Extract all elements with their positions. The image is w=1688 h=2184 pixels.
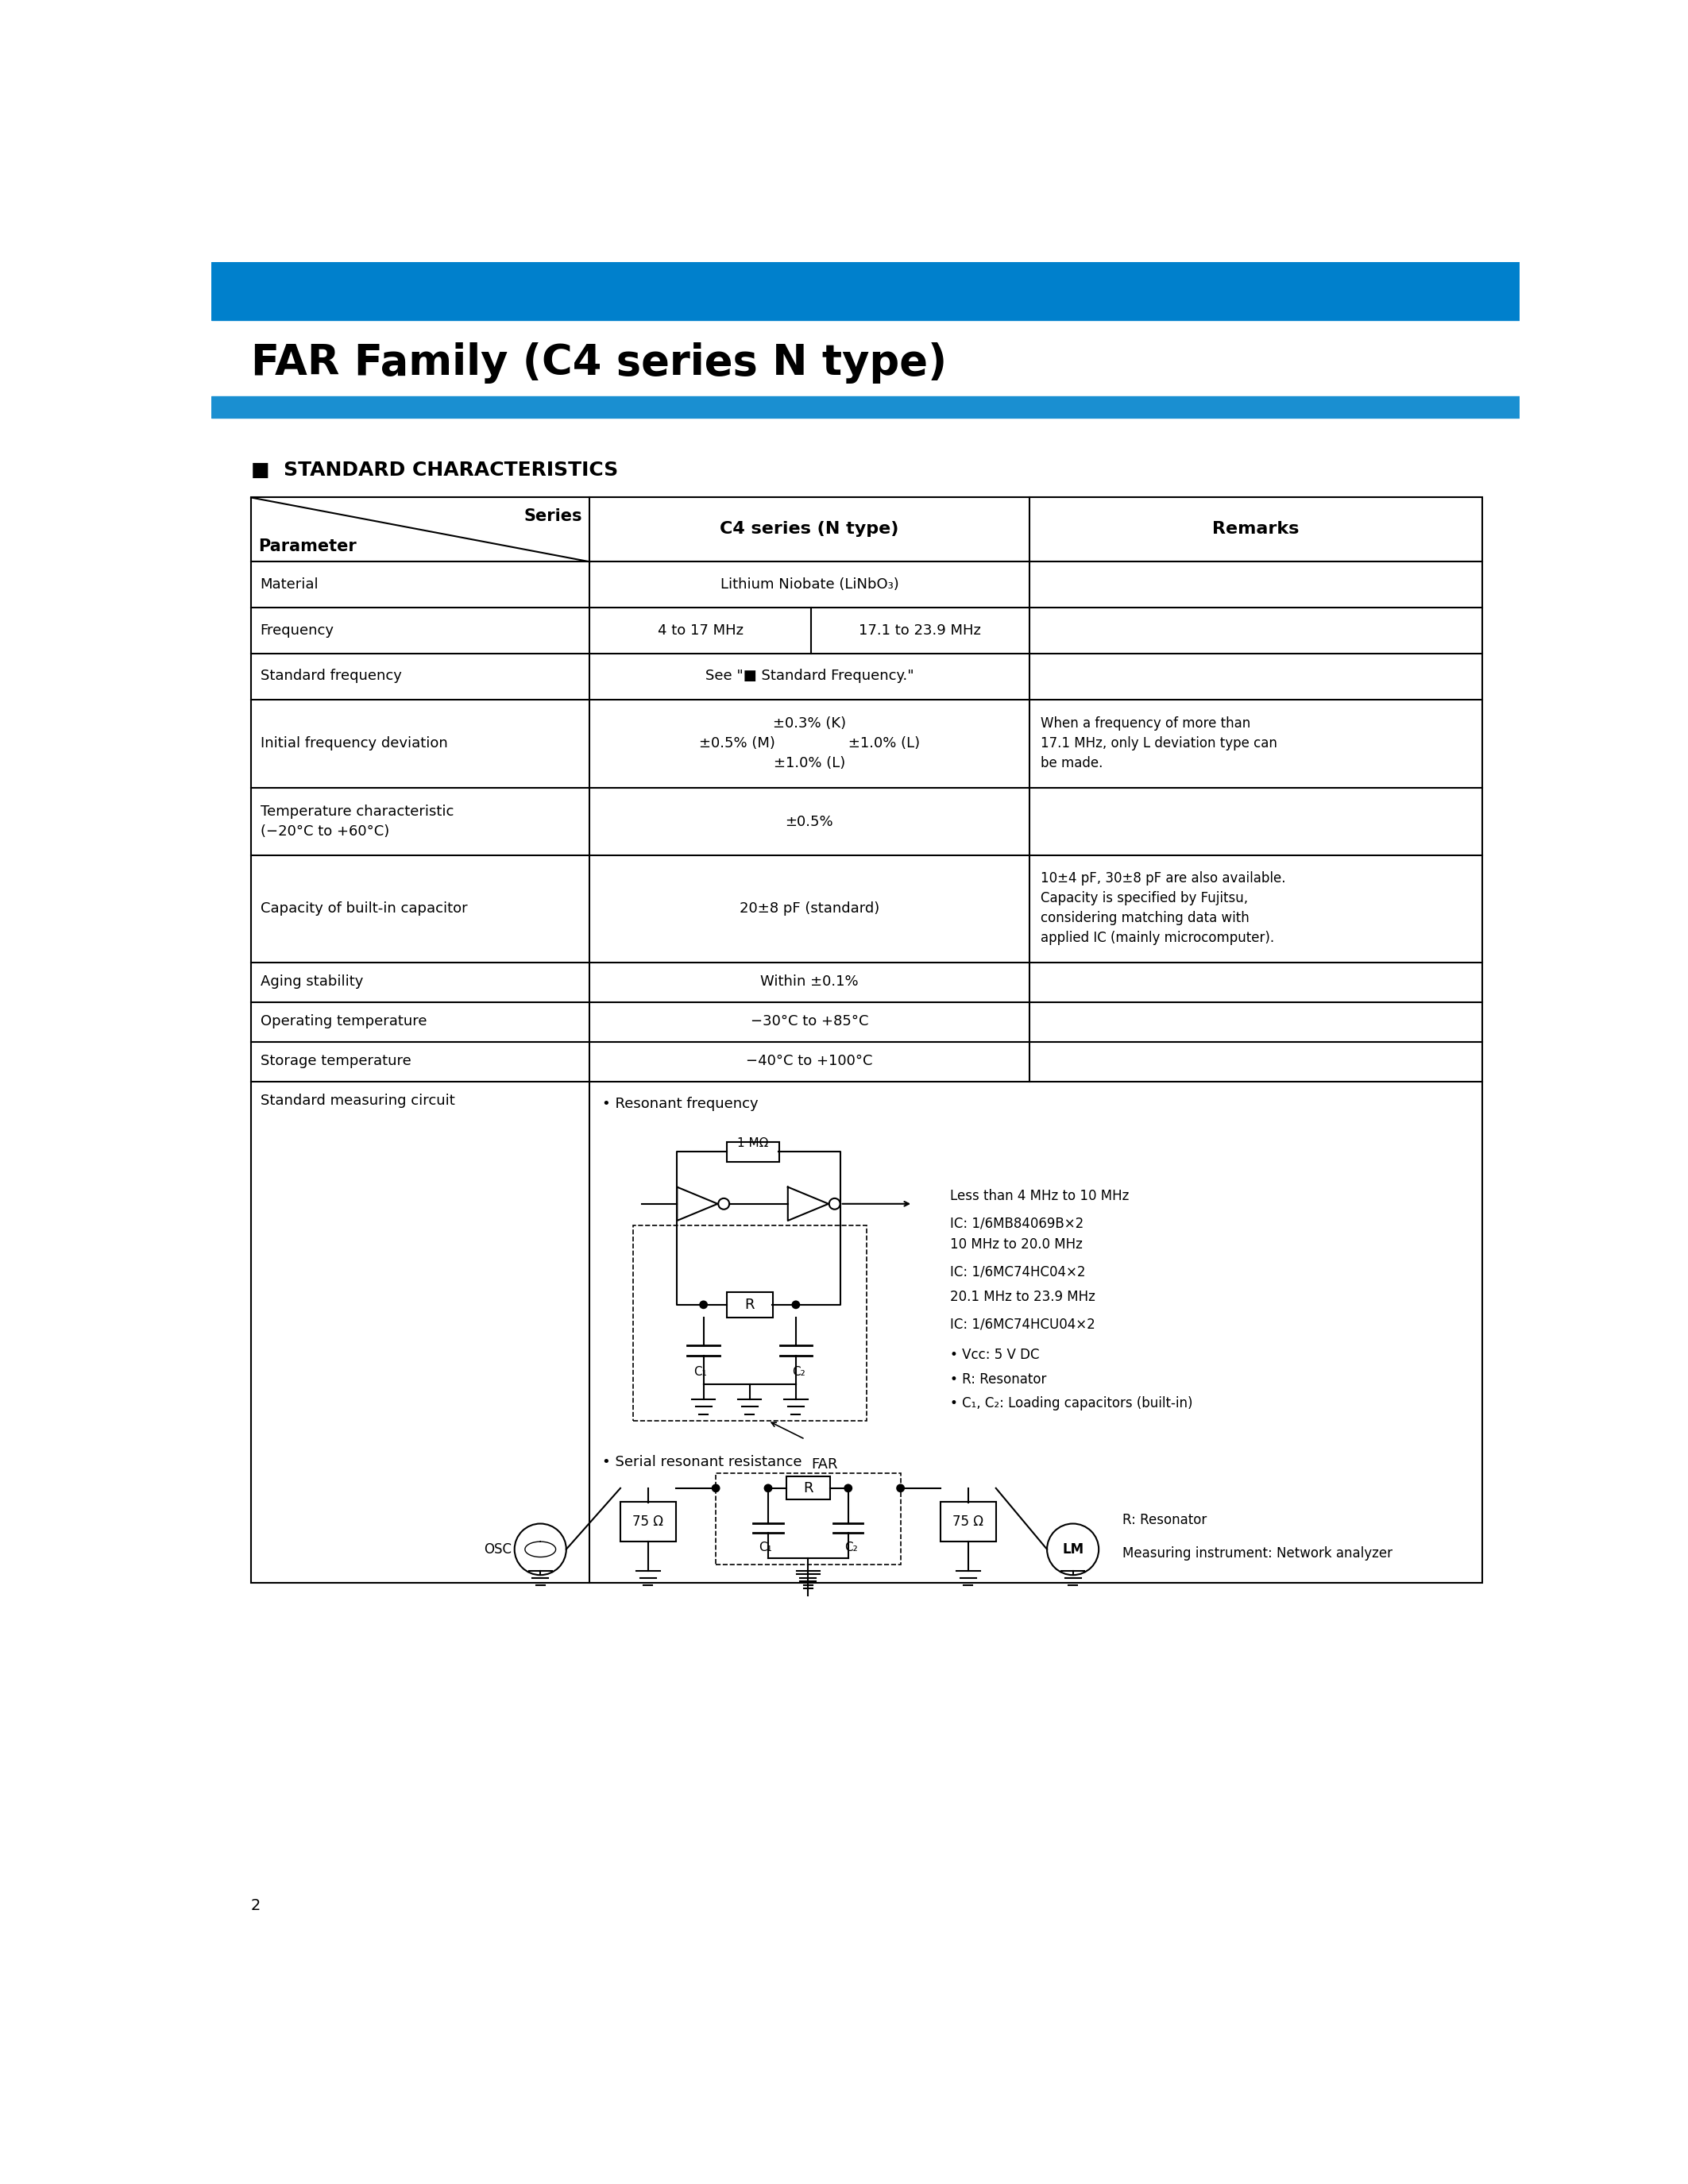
Bar xyxy=(252,498,1482,1583)
Text: 10±4 pF, 30±8 pF are also available.
Capacity is specified by Fujitsu,
consideri: 10±4 pF, 30±8 pF are also available. Cap… xyxy=(1041,871,1286,946)
Text: 10 MHz to 20.0 MHz: 10 MHz to 20.0 MHz xyxy=(950,1238,1082,1251)
Text: ±0.5%: ±0.5% xyxy=(785,815,834,828)
Text: ■  STANDARD CHARACTERISTICS: ■ STANDARD CHARACTERISTICS xyxy=(252,461,618,480)
Circle shape xyxy=(712,1483,721,1492)
Text: 2: 2 xyxy=(252,1898,262,1913)
Text: ±0.3% (K)
±0.5% (M)                ±1.0% (L)
±1.0% (L): ±0.3% (K) ±0.5% (M) ±1.0% (L) ±1.0% (L) xyxy=(699,716,920,771)
Text: Lithium Niobate (LiNbO₃): Lithium Niobate (LiNbO₃) xyxy=(721,577,898,592)
Text: 20±8 pF (standard): 20±8 pF (standard) xyxy=(739,902,879,915)
Circle shape xyxy=(792,1299,800,1308)
Text: LM: LM xyxy=(1062,1542,1084,1557)
Text: C₂: C₂ xyxy=(844,1542,858,1553)
Text: IC: 1/6MC74HC04×2: IC: 1/6MC74HC04×2 xyxy=(950,1265,1085,1280)
Text: Parameter: Parameter xyxy=(258,539,356,555)
Text: −40°C to +100°C: −40°C to +100°C xyxy=(746,1055,873,1068)
Text: Within ±0.1%: Within ±0.1% xyxy=(760,974,859,989)
Text: R: R xyxy=(803,1481,814,1496)
Text: Material: Material xyxy=(260,577,319,592)
Text: −30°C to +85°C: −30°C to +85°C xyxy=(751,1013,868,1029)
Text: OSC: OSC xyxy=(484,1542,511,1557)
Circle shape xyxy=(699,1299,707,1308)
Text: • C₁, C₂: Loading capacitors (built-in): • C₁, C₂: Loading capacitors (built-in) xyxy=(950,1396,1192,1411)
Text: • Resonant frequency: • Resonant frequency xyxy=(603,1096,758,1112)
Bar xyxy=(728,1293,773,1317)
Text: R: R xyxy=(744,1297,755,1313)
Text: IC: 1/6MC74HCU04×2: IC: 1/6MC74HCU04×2 xyxy=(950,1317,1096,1332)
Text: Frequency: Frequency xyxy=(260,622,334,638)
Bar xyxy=(940,1503,996,1542)
Text: 75 Ω: 75 Ω xyxy=(633,1516,663,1529)
Circle shape xyxy=(765,1483,773,1492)
Text: Standard frequency: Standard frequency xyxy=(260,668,402,684)
Text: C₂: C₂ xyxy=(792,1365,805,1378)
Text: Storage temperature: Storage temperature xyxy=(260,1055,410,1068)
Text: Remarks: Remarks xyxy=(1212,522,1300,537)
Bar xyxy=(211,262,1519,321)
Bar xyxy=(728,1142,780,1162)
Bar xyxy=(787,1476,830,1500)
Text: See "■ Standard Frequency.": See "■ Standard Frequency." xyxy=(706,668,913,684)
Text: C4 series (N type): C4 series (N type) xyxy=(719,522,900,537)
Text: Measuring instrument: Network analyzer: Measuring instrument: Network analyzer xyxy=(1123,1546,1393,1562)
Bar xyxy=(621,1503,675,1542)
Text: • R: Resonator: • R: Resonator xyxy=(950,1372,1047,1387)
Circle shape xyxy=(896,1483,905,1492)
Text: FAR: FAR xyxy=(812,1457,837,1472)
Text: 4 to 17 MHz: 4 to 17 MHz xyxy=(658,622,743,638)
Text: 1 MΩ: 1 MΩ xyxy=(738,1138,768,1149)
Text: Temperature characteristic
(−20°C to +60°C): Temperature characteristic (−20°C to +60… xyxy=(260,804,454,839)
Text: Initial frequency deviation: Initial frequency deviation xyxy=(260,736,447,751)
Text: Series: Series xyxy=(523,509,582,524)
Text: Standard measuring circuit: Standard measuring circuit xyxy=(260,1094,454,1107)
Text: C₁: C₁ xyxy=(758,1542,771,1553)
Text: When a frequency of more than
17.1 MHz, only L deviation type can
be made.: When a frequency of more than 17.1 MHz, … xyxy=(1041,716,1278,771)
Text: Capacity of built-in capacitor: Capacity of built-in capacitor xyxy=(260,902,468,915)
Text: C₁: C₁ xyxy=(694,1365,707,1378)
Text: • Vcc: 5 V DC: • Vcc: 5 V DC xyxy=(950,1348,1040,1363)
Text: IC: 1/6MB84069B×2: IC: 1/6MB84069B×2 xyxy=(950,1216,1084,1230)
Bar xyxy=(211,397,1519,417)
Text: • Serial resonant resistance: • Serial resonant resistance xyxy=(603,1455,802,1470)
Text: 20.1 MHz to 23.9 MHz: 20.1 MHz to 23.9 MHz xyxy=(950,1289,1096,1304)
Text: Operating temperature: Operating temperature xyxy=(260,1013,427,1029)
Circle shape xyxy=(844,1483,852,1492)
Text: Aging stability: Aging stability xyxy=(260,974,363,989)
Text: 17.1 to 23.9 MHz: 17.1 to 23.9 MHz xyxy=(859,622,981,638)
Text: Less than 4 MHz to 10 MHz: Less than 4 MHz to 10 MHz xyxy=(950,1188,1129,1203)
Text: R: Resonator: R: Resonator xyxy=(1123,1514,1207,1527)
Text: 75 Ω: 75 Ω xyxy=(952,1516,984,1529)
Text: FAR Family (C4 series N type): FAR Family (C4 series N type) xyxy=(252,343,947,384)
